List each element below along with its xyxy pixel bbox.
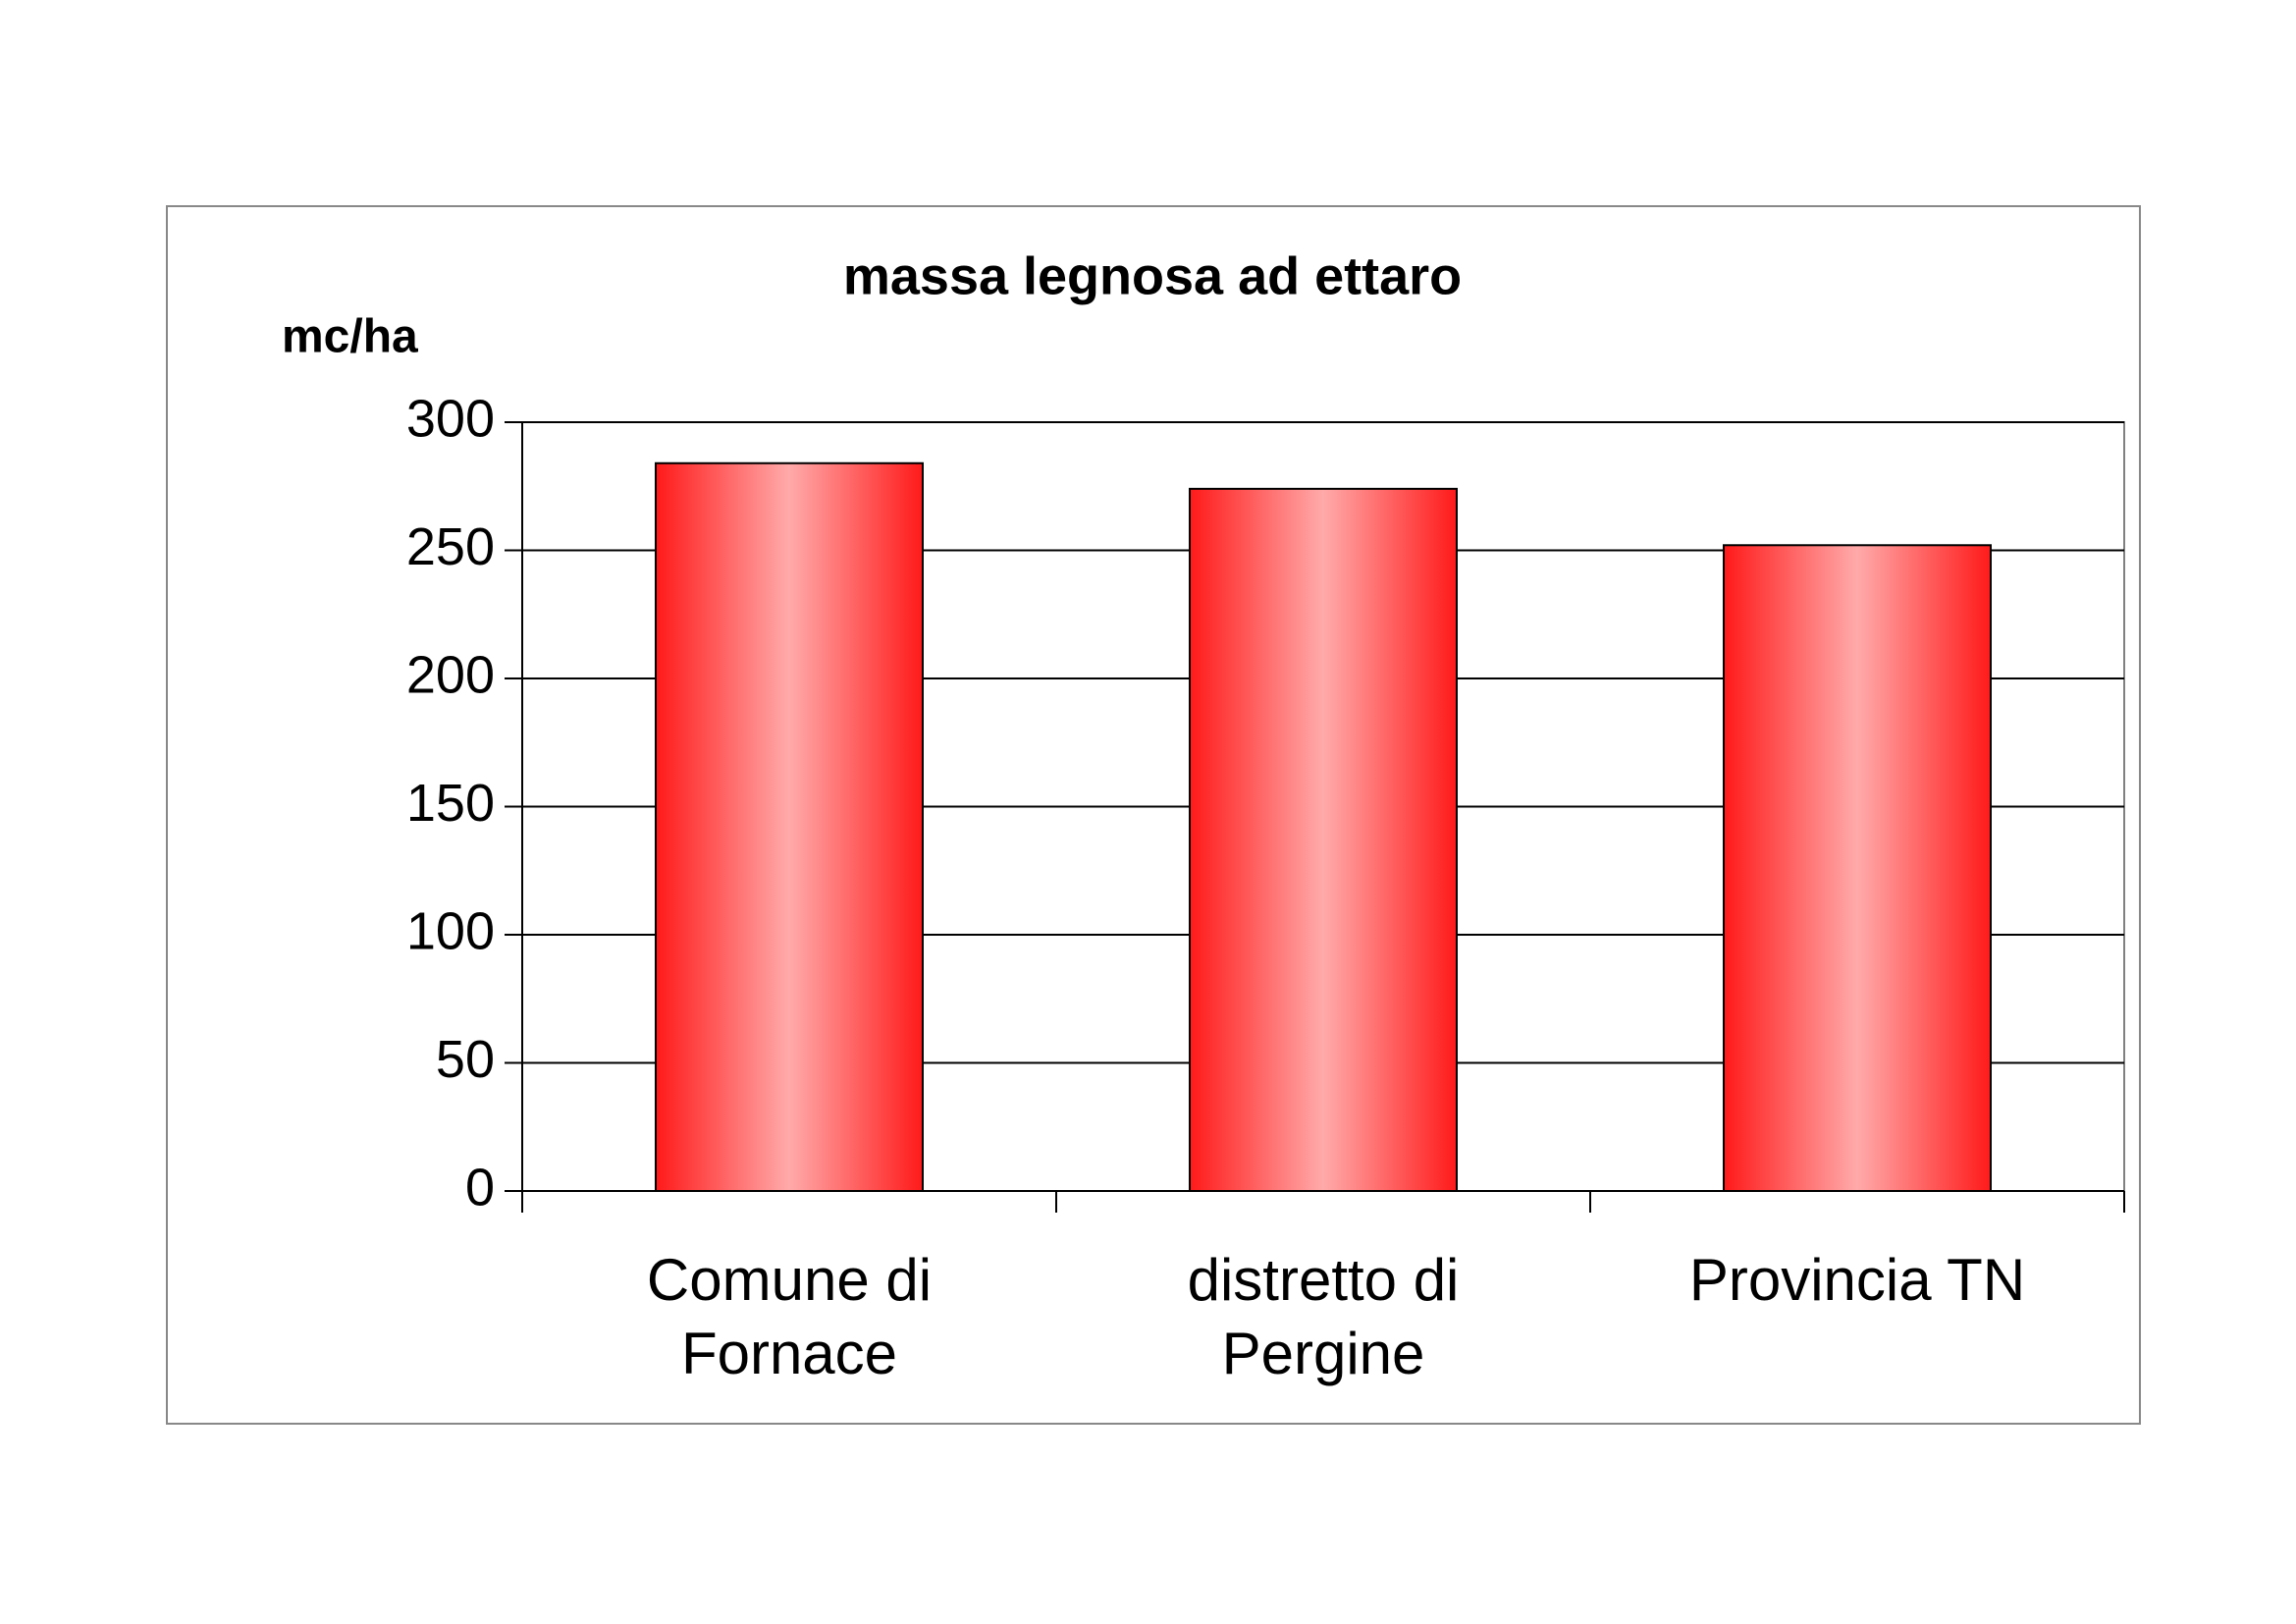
bar: [655, 461, 924, 1192]
bar: [1189, 487, 1458, 1192]
x-tick-label: Provincia TN: [1689, 1247, 2025, 1313]
chart-title: massa legnosa ad ettaro: [843, 246, 1462, 305]
y-tick-label: 50: [436, 1030, 495, 1089]
y-axis-label: mc/ha: [282, 311, 418, 363]
y-tick-label: 200: [406, 645, 495, 704]
bar: [1723, 544, 1992, 1192]
y-tick-label: 300: [406, 389, 495, 448]
y-tick-label: 150: [406, 774, 495, 833]
y-tick-label: 100: [406, 901, 495, 960]
x-tick-label: Comune di Fornace: [647, 1247, 932, 1386]
y-tick-label: 0: [465, 1158, 495, 1217]
x-tick-label: distretto di Pergine: [1188, 1247, 1460, 1386]
y-tick-label: 250: [406, 517, 495, 576]
